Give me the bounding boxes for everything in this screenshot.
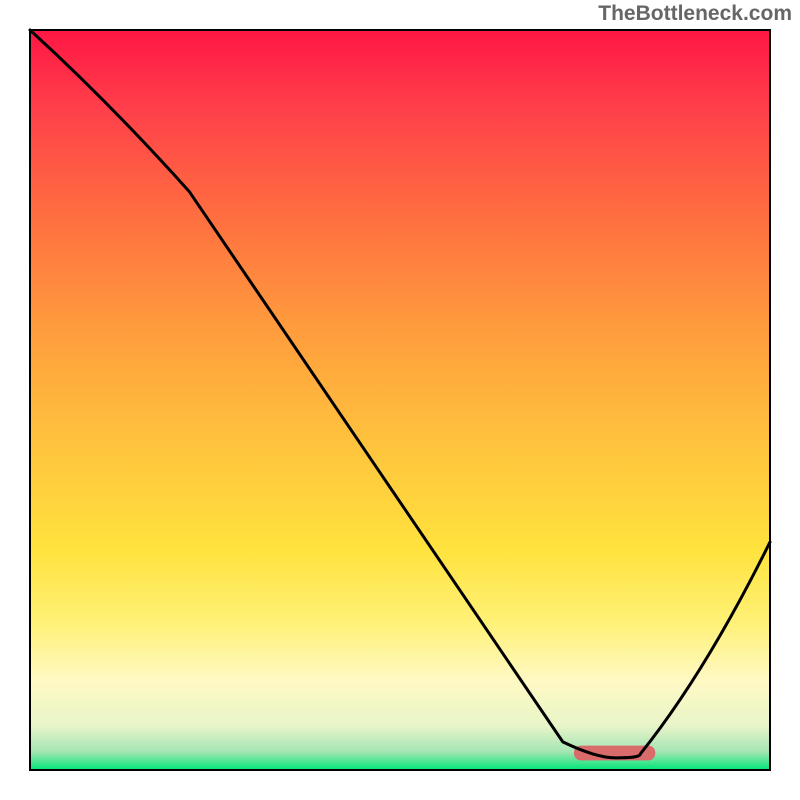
watermark-text: TheBottleneck.com xyxy=(598,2,792,26)
bottleneck-chart xyxy=(0,0,800,800)
chart-container: TheBottleneck.com xyxy=(0,0,800,800)
